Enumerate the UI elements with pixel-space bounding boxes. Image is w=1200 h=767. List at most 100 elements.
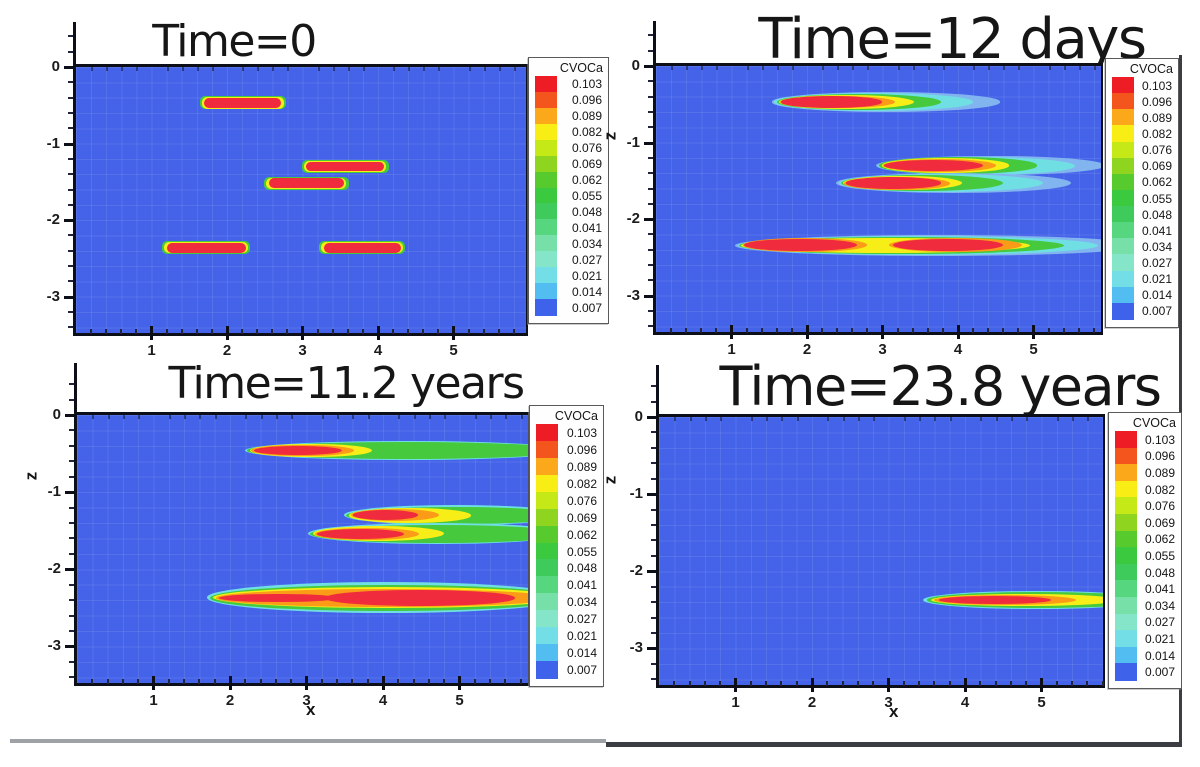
y-minor-tick — [69, 398, 74, 401]
contour-plume-layer — [893, 238, 1004, 252]
legend-swatch — [536, 593, 558, 611]
legend-value: 0.055 — [1141, 191, 1172, 206]
plot-area — [659, 417, 1105, 687]
legend-swatch — [1115, 497, 1137, 515]
y-minor-tick — [68, 157, 73, 160]
x-minor-tick — [1092, 328, 1095, 333]
y-minor-tick — [69, 583, 74, 586]
x-tick — [452, 326, 455, 340]
legend-value: 0.076 — [571, 141, 602, 156]
x-minor-tick — [195, 329, 198, 334]
legend-value: 0.076 — [566, 493, 597, 508]
x-minor-tick — [210, 329, 213, 334]
x-tick-label: 4 — [373, 342, 383, 359]
y-tick — [64, 295, 76, 299]
surface-minor-tick — [1093, 66, 1096, 70]
plot-right-border — [526, 67, 528, 335]
surface-minor-tick — [107, 415, 110, 419]
y-minor-tick — [648, 279, 653, 282]
y-minor-tick — [69, 552, 74, 555]
surface-minor-tick — [490, 415, 493, 419]
legend-swatch — [1112, 125, 1134, 143]
surface-minor-tick — [168, 415, 171, 419]
y-minor-tick — [648, 325, 653, 328]
surface-minor-tick — [701, 66, 704, 70]
contour-plume-layer — [253, 445, 342, 456]
legend-value: 0.007 — [1144, 665, 1175, 680]
contour-plume-layer — [353, 510, 419, 521]
surface-minor-tick — [973, 66, 976, 70]
x-minor-tick — [198, 679, 201, 684]
x-tick — [805, 325, 809, 339]
legend-swatch — [536, 474, 558, 493]
y-minor-tick — [648, 310, 653, 313]
surface-minor-tick — [199, 415, 202, 419]
legend-swatch — [1115, 580, 1137, 598]
x-tick — [1032, 325, 1035, 339]
x-minor-tick — [167, 679, 170, 684]
legend-swatch — [536, 627, 558, 645]
legend-value: 0.055 — [566, 544, 597, 559]
y-tick — [64, 66, 76, 69]
legend-value: 0.103 — [566, 425, 597, 440]
page-rule-bottom-right — [606, 742, 1182, 747]
y-minor-tick — [651, 446, 656, 449]
legend-title: CVOCa — [1129, 62, 1173, 76]
contour-plume-layer — [306, 161, 385, 172]
x-tick — [228, 676, 232, 690]
x-tick-label: 2 — [222, 342, 232, 359]
plot-area — [77, 415, 530, 685]
x-minor-tick — [121, 679, 124, 684]
x-tick-label: 5 — [455, 692, 464, 709]
x-minor-tick — [213, 679, 216, 684]
x-minor-tick — [1055, 681, 1058, 686]
y-tick-label: 0 — [52, 406, 61, 423]
plot-area — [76, 67, 528, 335]
legend-swatch — [1115, 613, 1137, 631]
colorbar-legend: CVOCa 0.103 0.096 0.089 0.082 0.076 0.069 0.062… — [1105, 58, 1179, 328]
x-minor-tick — [979, 681, 982, 686]
y-minor-tick — [68, 127, 73, 130]
x-minor-tick — [366, 679, 369, 684]
x-minor-tick — [443, 679, 446, 684]
contour-plume-layer — [324, 590, 515, 606]
contour-plume-layer — [781, 96, 883, 108]
legend-swatch — [1115, 431, 1137, 449]
colorbar-legend: CVOCa 0.103 0.096 0.089 0.082 0.076 0.069 0.062… — [528, 57, 609, 324]
panel-title: Time=11.2 years — [168, 358, 525, 409]
legend-value: 0.007 — [566, 663, 597, 678]
legend-swatch — [1115, 480, 1137, 498]
x-minor-tick — [519, 679, 522, 684]
x-minor-tick — [504, 679, 507, 684]
legend-value: 0.041 — [571, 220, 602, 235]
contour-plume-layer — [219, 593, 338, 603]
surface-minor-tick — [214, 415, 217, 419]
y-tick — [64, 142, 76, 146]
y-tick — [65, 645, 77, 649]
x-minor-tick — [821, 328, 824, 333]
x-minor-tick — [412, 679, 415, 684]
surface-minor-tick — [483, 67, 486, 71]
y-minor-tick — [651, 554, 656, 557]
surface-minor-tick — [196, 67, 199, 71]
x-minor-tick — [336, 679, 339, 684]
x-minor-tick — [749, 681, 752, 686]
x-tick-label: 1 — [727, 341, 736, 358]
y-tick — [65, 414, 77, 417]
x-minor-tick — [482, 329, 485, 334]
surface-minor-tick — [122, 415, 125, 419]
y-minor-tick — [69, 537, 74, 540]
surface-minor-tick — [671, 66, 674, 70]
surface-minor-tick — [505, 415, 508, 419]
x-tick-label: 3 — [884, 694, 893, 711]
surface-minor-tick — [184, 415, 187, 419]
x-tick-label: 1 — [147, 342, 156, 359]
y-minor-tick — [69, 599, 74, 602]
y-tick-label: 0 — [631, 57, 640, 74]
legend-swatch — [535, 219, 557, 236]
y-tick — [65, 491, 77, 495]
x-minor-tick — [286, 329, 289, 334]
x-minor-tick — [941, 328, 944, 333]
y-tick — [64, 219, 76, 223]
y-tick — [647, 493, 659, 497]
